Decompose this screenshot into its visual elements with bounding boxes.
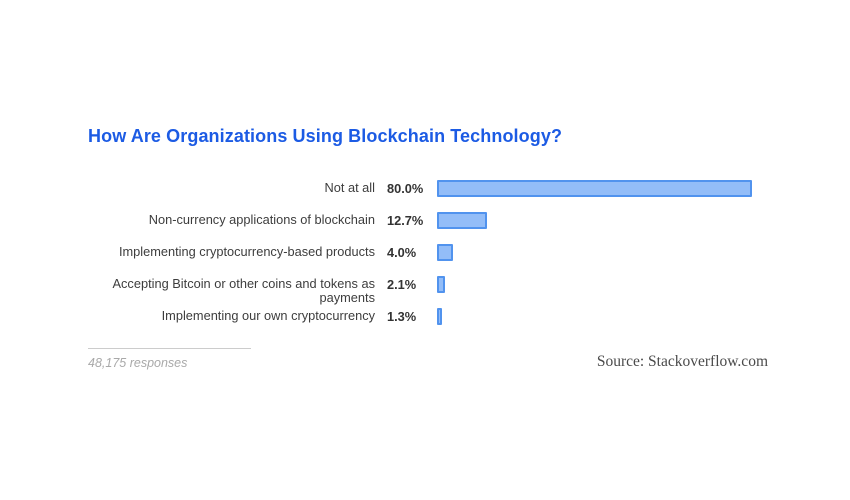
bar [437,308,442,325]
category-label: Non-currency applications of blockchain [148,212,375,227]
footer-divider [88,348,251,349]
bar-chart: Not at all 80.0% Non-currency applications… [88,172,768,332]
source-attribution: Source: Stackoverflow.com [596,353,768,370]
bar-track [437,204,768,229]
bar-row: Implementing our own cryptocurrency 1.3% [88,300,768,332]
value-label: 80.0% [387,181,424,196]
value-label: 4.0% [387,245,417,260]
bar [437,276,445,293]
responses-count: 48,175 responses [88,356,188,370]
bar-track [437,172,768,197]
category-label: Implementing our own cryptocurrency [161,308,375,323]
category-label: Not at all [324,180,375,195]
bar [437,180,752,197]
bar-track [437,300,768,325]
bar-track [437,236,768,261]
bar-row: Not at all 80.0% [88,172,768,204]
bar-row: Accepting Bitcoin or other coins and tok… [88,268,768,304]
bar-row: Implementing cryptocurrency-based produc… [88,236,768,268]
bar-row: Non-currency applications of blockchain 1… [88,204,768,236]
bar [437,212,487,229]
category-label: Accepting Bitcoin or other coins and tok… [112,276,376,305]
value-label: 2.1% [387,277,417,292]
category-label: Implementing cryptocurrency-based produc… [118,244,375,259]
value-label: 12.7% [387,213,424,228]
bar-track [437,268,768,293]
bar [437,244,453,261]
value-label: 1.3% [387,309,417,324]
chart-title: How Are Organizations Using Blockchain T… [88,126,563,146]
